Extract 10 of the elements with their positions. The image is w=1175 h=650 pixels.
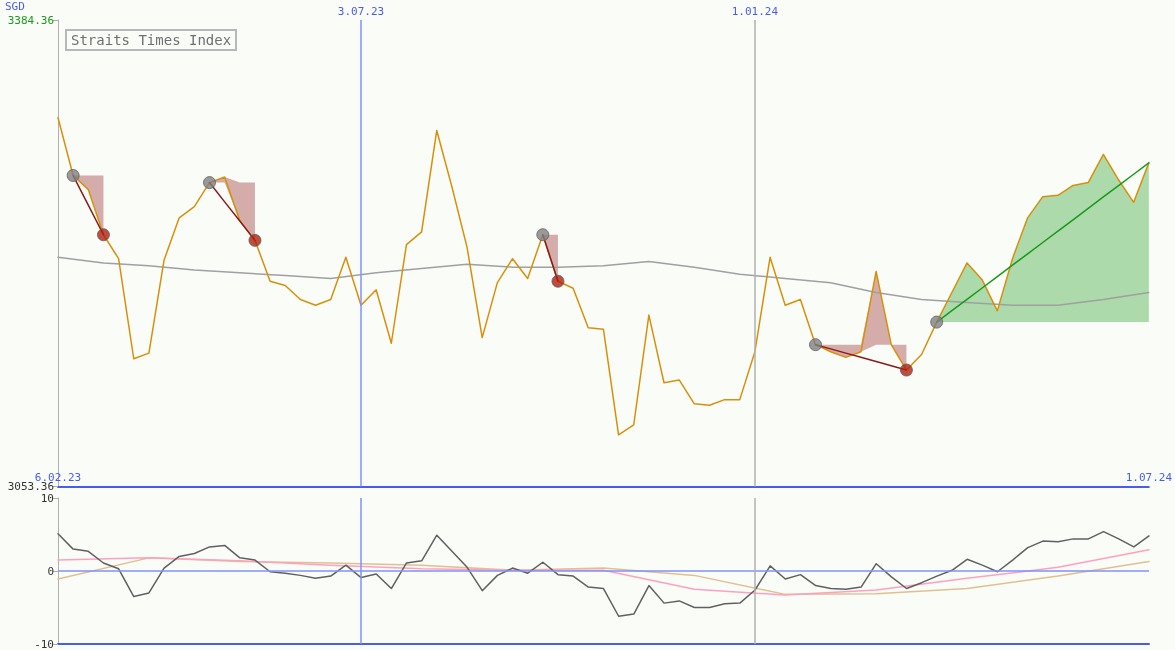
y-tick-label: 10 bbox=[40, 491, 54, 505]
text: Straits Times Index bbox=[71, 32, 232, 48]
y-axis-title: SGD bbox=[5, 0, 25, 13]
y-tick-label: 3384.36 bbox=[7, 13, 54, 27]
x2-tick-label: 3.07.23 bbox=[337, 5, 385, 18]
y-tick-label: -10 bbox=[34, 637, 54, 650]
y-tick-label: 0 bbox=[47, 564, 54, 578]
x2-tick-label: 1.01.24 bbox=[731, 5, 779, 18]
x-tick-label: 1.07.24 bbox=[1125, 470, 1173, 484]
y-tick-label: 3053.36 bbox=[7, 480, 54, 493]
